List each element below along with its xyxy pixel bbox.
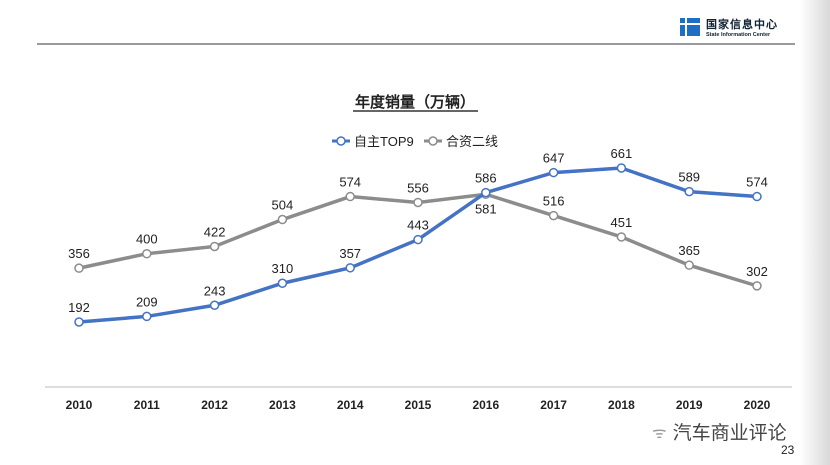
x-tick-label: 2017 (540, 398, 567, 412)
data-label: 516 (543, 194, 565, 209)
data-label: 504 (272, 198, 294, 213)
logo-cn: 国家信息中心 (706, 19, 778, 31)
x-tick-label: 2020 (744, 398, 771, 412)
x-tick-label: 2018 (608, 398, 635, 412)
data-point (616, 163, 627, 173)
wechat-icon: ᯤ (652, 424, 667, 442)
data-point (142, 248, 152, 259)
data-point (142, 311, 152, 322)
legend-series-2: 合资二线 (446, 134, 498, 149)
data-label: 356 (68, 246, 90, 261)
data-label: 647 (543, 151, 565, 166)
logo: 国家信息中心 State Information Center (680, 16, 778, 38)
data-point (481, 187, 491, 198)
x-tick-label: 2014 (337, 398, 364, 412)
data-point (616, 232, 627, 242)
x-tick-label: 2016 (472, 398, 499, 412)
data-label: 243 (204, 283, 226, 298)
legend: 自主TOP9 合资二线 (332, 134, 498, 149)
data-label: 581 (475, 201, 497, 216)
x-tick-label: 2019 (676, 398, 703, 412)
data-point (752, 281, 762, 291)
x-tick-label: 2012 (201, 398, 228, 412)
data-point (345, 191, 355, 202)
header-rule (37, 43, 795, 45)
data-point (277, 214, 288, 225)
x-tick-label: 2010 (66, 398, 93, 412)
logo-mark-icon (680, 18, 700, 36)
x-tick-label: 2011 (134, 398, 160, 412)
watermark-text: 汽车商业评论 (672, 423, 787, 444)
data-label: 556 (407, 180, 429, 195)
data-point (684, 260, 694, 270)
data-label: 443 (407, 218, 429, 233)
data-point (413, 234, 423, 245)
data-point (752, 191, 762, 202)
data-point (277, 278, 288, 288)
side-gradient (800, 0, 830, 465)
data-label: 400 (136, 232, 158, 247)
chart-title: 年度销量（万辆） (355, 93, 475, 111)
data-label: 586 (475, 171, 497, 186)
data-point (413, 197, 423, 208)
data-point (209, 241, 220, 252)
data-point (74, 317, 84, 327)
data-point (684, 186, 694, 197)
data-point (548, 210, 559, 221)
data-label: 310 (272, 261, 294, 276)
data-point (74, 263, 84, 273)
logo-en: State Information Center (706, 32, 771, 38)
watermark: ᯤ 汽车商业评论 (652, 418, 787, 445)
data-label: 574 (746, 175, 768, 190)
x-tick-label: 2013 (269, 398, 296, 412)
x-tick-label: 2015 (405, 398, 432, 412)
data-label: 192 (68, 300, 90, 315)
data-point (548, 167, 559, 178)
legend-series-1: 自主TOP9 (354, 134, 414, 149)
data-point (345, 263, 355, 273)
data-label: 422 (204, 224, 226, 239)
data-label: 451 (611, 215, 633, 230)
data-label: 574 (339, 175, 361, 190)
data-label: 302 (746, 264, 768, 279)
data-point (209, 300, 220, 311)
data-label: 209 (136, 294, 158, 309)
data-label: 365 (678, 243, 700, 258)
data-label: 661 (611, 146, 633, 161)
data-label: 357 (339, 246, 361, 261)
page-number: 23 (781, 443, 795, 457)
data-label: 589 (678, 170, 700, 185)
